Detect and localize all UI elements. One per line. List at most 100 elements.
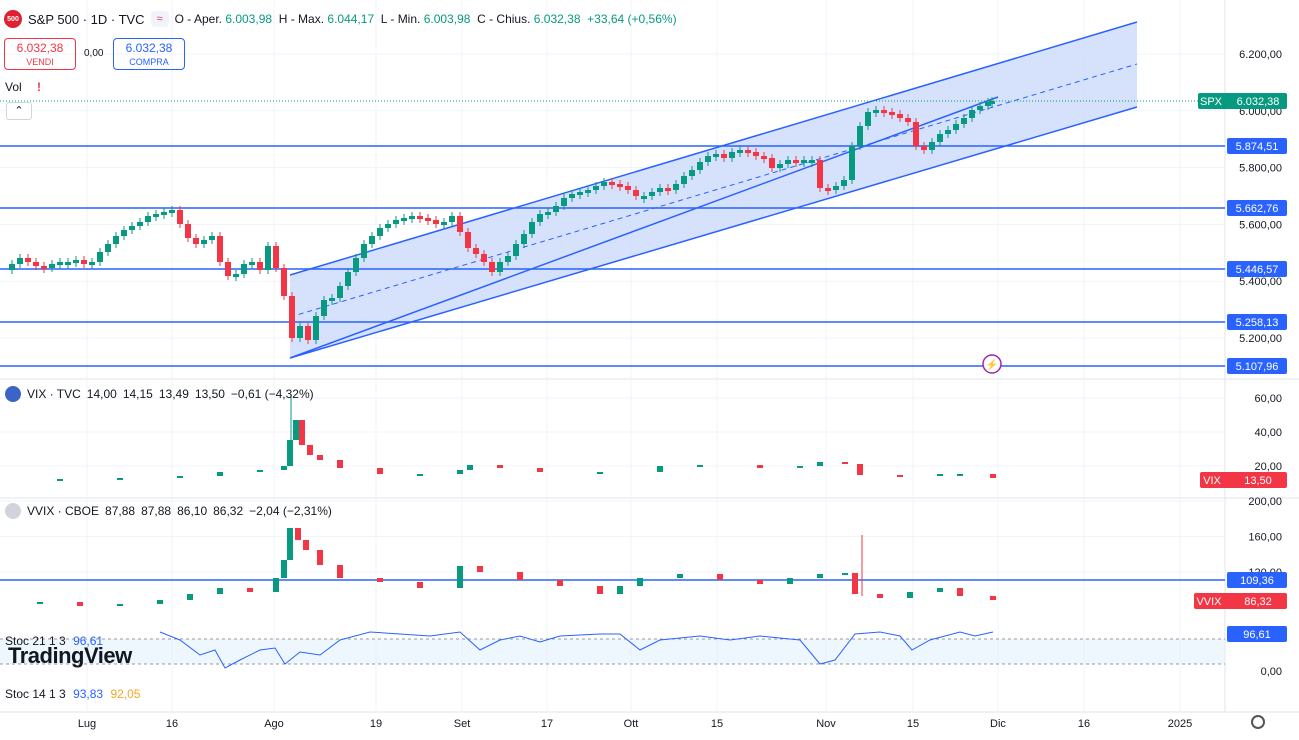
- vvix-candle: [457, 566, 463, 588]
- chart-header: 500 S&P 500 · 1D · TVC ≈ O - Aper. 6.003…: [4, 10, 677, 28]
- buy-button[interactable]: 6.032,38 COMPRA: [113, 38, 185, 70]
- vvix-candle: [617, 586, 623, 594]
- candle-body: [553, 206, 559, 212]
- symbol-title[interactable]: S&P 500 · 1D · TVC: [28, 11, 145, 27]
- stoc21-legend: Stoc 21 1 3 96,61: [5, 634, 104, 648]
- vvix-candle: [937, 588, 943, 592]
- vix-candle: [467, 465, 473, 470]
- candle-body: [321, 300, 327, 316]
- y-tick-label: 160,00: [1248, 532, 1282, 544]
- candle-body: [945, 130, 951, 134]
- sell-button[interactable]: 6.032,38 VENDI: [4, 38, 76, 70]
- vix-candle: [597, 472, 603, 474]
- vix-candle: [57, 479, 63, 481]
- settings-icon[interactable]: [1251, 715, 1265, 729]
- candle-body: [425, 218, 431, 221]
- collapse-panel-button[interactable]: ⌃: [6, 102, 32, 120]
- candle-body: [393, 220, 399, 224]
- vix-candle: [957, 474, 963, 476]
- volume-label[interactable]: Vol !: [5, 80, 42, 94]
- candle-body: [337, 286, 343, 298]
- candle-body: [137, 222, 143, 226]
- candle-body: [353, 258, 359, 272]
- vix-candle: [990, 474, 996, 478]
- candle-body: [989, 101, 995, 104]
- candle-body: [249, 262, 255, 265]
- candle-body: [545, 212, 551, 215]
- vix-candle: [897, 475, 903, 477]
- x-tick-label: Ott: [624, 718, 639, 730]
- candle-body: [185, 224, 191, 238]
- vvix-candle: [852, 573, 858, 594]
- candle-body: [793, 160, 799, 163]
- candle-body: [633, 190, 639, 196]
- candle-body: [161, 212, 167, 215]
- vvix-candle: [417, 582, 423, 588]
- candle-body: [449, 216, 455, 222]
- vvix-icon: [5, 503, 21, 519]
- vix-candle: [857, 464, 863, 475]
- candle-body: [201, 240, 207, 244]
- candle-body: [617, 184, 623, 187]
- candle-body: [489, 262, 495, 272]
- vvix-candle: [637, 578, 643, 586]
- y-tick-label: 40,00: [1254, 427, 1282, 439]
- candle-body: [241, 264, 247, 274]
- level-label: 5.874,51: [1236, 141, 1279, 153]
- flash-glyph: ⚡: [986, 358, 998, 371]
- warning-icon[interactable]: !: [37, 80, 42, 94]
- compare-toggle[interactable]: ≈: [150, 11, 169, 27]
- candle-body: [841, 180, 847, 186]
- candle-body: [33, 262, 39, 266]
- vvix-candle: [717, 574, 723, 580]
- candle-body: [481, 254, 487, 262]
- candle-body: [345, 272, 351, 286]
- level-label: 5.258,13: [1236, 317, 1279, 329]
- candle-body: [921, 146, 927, 150]
- level-badge: [1227, 200, 1287, 216]
- vvix-candle: [281, 560, 287, 578]
- vvix-candle: [77, 602, 83, 606]
- candle-body: [417, 216, 423, 219]
- candle-body: [401, 218, 407, 221]
- vvix-candle: [317, 550, 323, 565]
- candle-body: [273, 246, 279, 268]
- vix-badge-label: 13,50: [1244, 475, 1272, 487]
- x-tick-label: Nov: [816, 718, 836, 730]
- vvix-badge-label: 86,32: [1244, 596, 1272, 608]
- candle-body: [745, 150, 751, 153]
- candle-body: [89, 262, 95, 265]
- candle-body: [673, 184, 679, 190]
- vvix-candle: [597, 586, 603, 594]
- vix-candle: [842, 462, 848, 464]
- x-tick-label: 19: [370, 718, 382, 730]
- tradingview-logo[interactable]: TradingView: [8, 643, 132, 668]
- vix-candle: [299, 420, 305, 445]
- candle-body: [665, 188, 671, 191]
- candle-body: [657, 188, 663, 192]
- candle-body: [865, 112, 871, 126]
- candle-body: [113, 236, 119, 244]
- stoc-band: [0, 639, 1225, 664]
- y-tick-label: 60,00: [1254, 393, 1282, 405]
- candle-body: [465, 232, 471, 248]
- ohlc-readout: O - Aper. 6.003,98 H - Max. 6.044,17 L -…: [174, 12, 677, 26]
- candle-body: [729, 152, 735, 158]
- y-tick-label: 20,00: [1254, 461, 1282, 473]
- candle-body: [737, 150, 743, 153]
- us-flag-icon: [5, 386, 21, 402]
- candle-body: [769, 158, 775, 168]
- candle-body: [225, 262, 231, 276]
- vvix-candle: [303, 540, 309, 550]
- candle-body: [969, 110, 975, 118]
- y-tick-label: 6.200,00: [1239, 49, 1282, 61]
- channel-lower-line: [289, 106, 1138, 359]
- vvix-candle: [287, 528, 293, 560]
- stoc14-legend: Stoc 14 1 3 93,83 92,05: [5, 687, 141, 701]
- x-tick-label: 15: [711, 718, 723, 730]
- vvix-candle: [37, 602, 43, 604]
- vvix-candle: [842, 573, 848, 575]
- candle-body: [385, 224, 391, 228]
- candle-body: [57, 262, 63, 265]
